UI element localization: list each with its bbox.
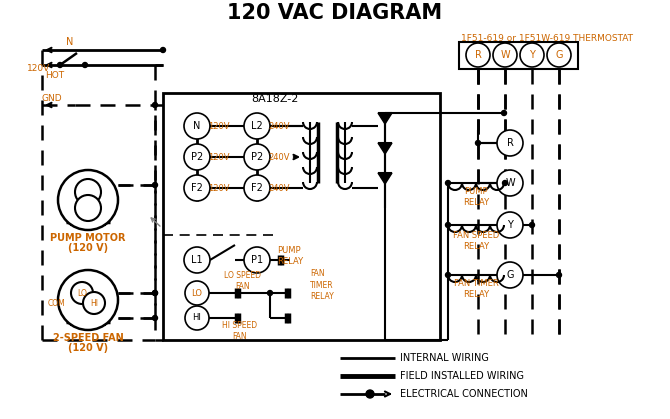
Circle shape xyxy=(244,175,270,201)
Text: 8A18Z-2: 8A18Z-2 xyxy=(251,94,299,104)
Circle shape xyxy=(557,272,561,277)
Text: PUMP
RELAY: PUMP RELAY xyxy=(277,246,303,266)
Circle shape xyxy=(520,43,544,67)
Circle shape xyxy=(58,170,118,230)
Polygon shape xyxy=(378,143,392,154)
Text: HI SPEED
FAN: HI SPEED FAN xyxy=(222,321,257,341)
Circle shape xyxy=(153,103,157,108)
Text: 1F51-619 or 1F51W-619 THERMOSTAT: 1F51-619 or 1F51W-619 THERMOSTAT xyxy=(461,34,633,42)
Text: 120V: 120V xyxy=(27,64,50,72)
Text: 2-SPEED FAN: 2-SPEED FAN xyxy=(53,333,123,343)
Circle shape xyxy=(161,47,165,52)
Text: FAN TIMER
RELAY: FAN TIMER RELAY xyxy=(454,279,498,299)
Text: INTERNAL WIRING: INTERNAL WIRING xyxy=(400,353,489,363)
Text: LO SPEED
FAN: LO SPEED FAN xyxy=(224,271,261,291)
Text: Y: Y xyxy=(529,50,535,60)
Bar xyxy=(163,93,440,340)
Circle shape xyxy=(153,290,157,295)
Text: W: W xyxy=(500,50,510,60)
Circle shape xyxy=(466,43,490,67)
Text: G: G xyxy=(555,50,563,60)
Text: W: W xyxy=(505,178,515,188)
Circle shape xyxy=(529,222,535,228)
Text: R: R xyxy=(474,50,482,60)
Circle shape xyxy=(185,306,209,330)
Text: GND: GND xyxy=(42,93,62,103)
Text: 240V: 240V xyxy=(268,153,289,161)
Text: N: N xyxy=(194,121,201,131)
Circle shape xyxy=(82,62,88,67)
Text: (120 V): (120 V) xyxy=(68,343,108,353)
Text: 120V: 120V xyxy=(208,153,230,161)
Circle shape xyxy=(244,247,270,273)
Text: HI: HI xyxy=(90,298,98,308)
Circle shape xyxy=(493,43,517,67)
Circle shape xyxy=(184,247,210,273)
Circle shape xyxy=(244,144,270,170)
Text: COM: COM xyxy=(47,298,65,308)
Text: F2: F2 xyxy=(251,183,263,193)
Text: L1: L1 xyxy=(191,255,203,265)
Text: R: R xyxy=(507,138,513,148)
Circle shape xyxy=(502,111,507,116)
Text: FAN SPEED
RELAY: FAN SPEED RELAY xyxy=(453,231,499,251)
Circle shape xyxy=(244,113,270,139)
Circle shape xyxy=(184,144,210,170)
Text: HI: HI xyxy=(192,313,202,323)
Text: 240V: 240V xyxy=(268,122,289,130)
Text: ELECTRICAL CONNECTION: ELECTRICAL CONNECTION xyxy=(400,389,528,399)
Circle shape xyxy=(184,175,210,201)
Text: P1: P1 xyxy=(251,255,263,265)
Circle shape xyxy=(83,292,105,314)
Circle shape xyxy=(71,282,93,304)
Text: HOT: HOT xyxy=(46,70,64,80)
Circle shape xyxy=(267,290,273,295)
Text: 240V: 240V xyxy=(268,184,289,192)
Text: P2: P2 xyxy=(191,152,203,162)
Circle shape xyxy=(153,183,157,187)
Circle shape xyxy=(497,212,523,238)
Text: LO: LO xyxy=(192,289,202,297)
Circle shape xyxy=(184,113,210,139)
Circle shape xyxy=(366,390,374,398)
Circle shape xyxy=(446,222,450,228)
Circle shape xyxy=(497,130,523,156)
Text: FIELD INSTALLED WIRING: FIELD INSTALLED WIRING xyxy=(400,371,524,381)
Circle shape xyxy=(446,272,450,277)
Circle shape xyxy=(185,281,209,305)
Text: LO: LO xyxy=(77,289,87,297)
Text: PUMP
RELAY: PUMP RELAY xyxy=(463,187,489,207)
Text: (120 V): (120 V) xyxy=(68,243,108,253)
Text: L2: L2 xyxy=(251,121,263,131)
Circle shape xyxy=(497,170,523,196)
Circle shape xyxy=(547,43,571,67)
Text: 120V: 120V xyxy=(208,184,230,192)
Text: P2: P2 xyxy=(251,152,263,162)
Circle shape xyxy=(476,140,480,145)
Text: PUMP MOTOR: PUMP MOTOR xyxy=(50,233,126,243)
Circle shape xyxy=(502,181,507,186)
Circle shape xyxy=(153,316,157,321)
Text: F2: F2 xyxy=(191,183,203,193)
Text: 120V: 120V xyxy=(208,122,230,130)
Text: G: G xyxy=(507,270,514,280)
Circle shape xyxy=(58,62,62,67)
Circle shape xyxy=(497,262,523,288)
Circle shape xyxy=(75,195,101,221)
Text: Y: Y xyxy=(507,220,513,230)
Circle shape xyxy=(58,270,118,330)
Circle shape xyxy=(446,181,450,186)
Text: FAN
TIMER
RELAY: FAN TIMER RELAY xyxy=(310,269,334,300)
Bar xyxy=(459,42,578,69)
Circle shape xyxy=(75,179,101,205)
Polygon shape xyxy=(378,173,392,184)
Text: N: N xyxy=(66,37,74,47)
Circle shape xyxy=(153,290,157,295)
Text: 120 VAC DIAGRAM: 120 VAC DIAGRAM xyxy=(227,3,443,23)
Polygon shape xyxy=(378,113,392,124)
